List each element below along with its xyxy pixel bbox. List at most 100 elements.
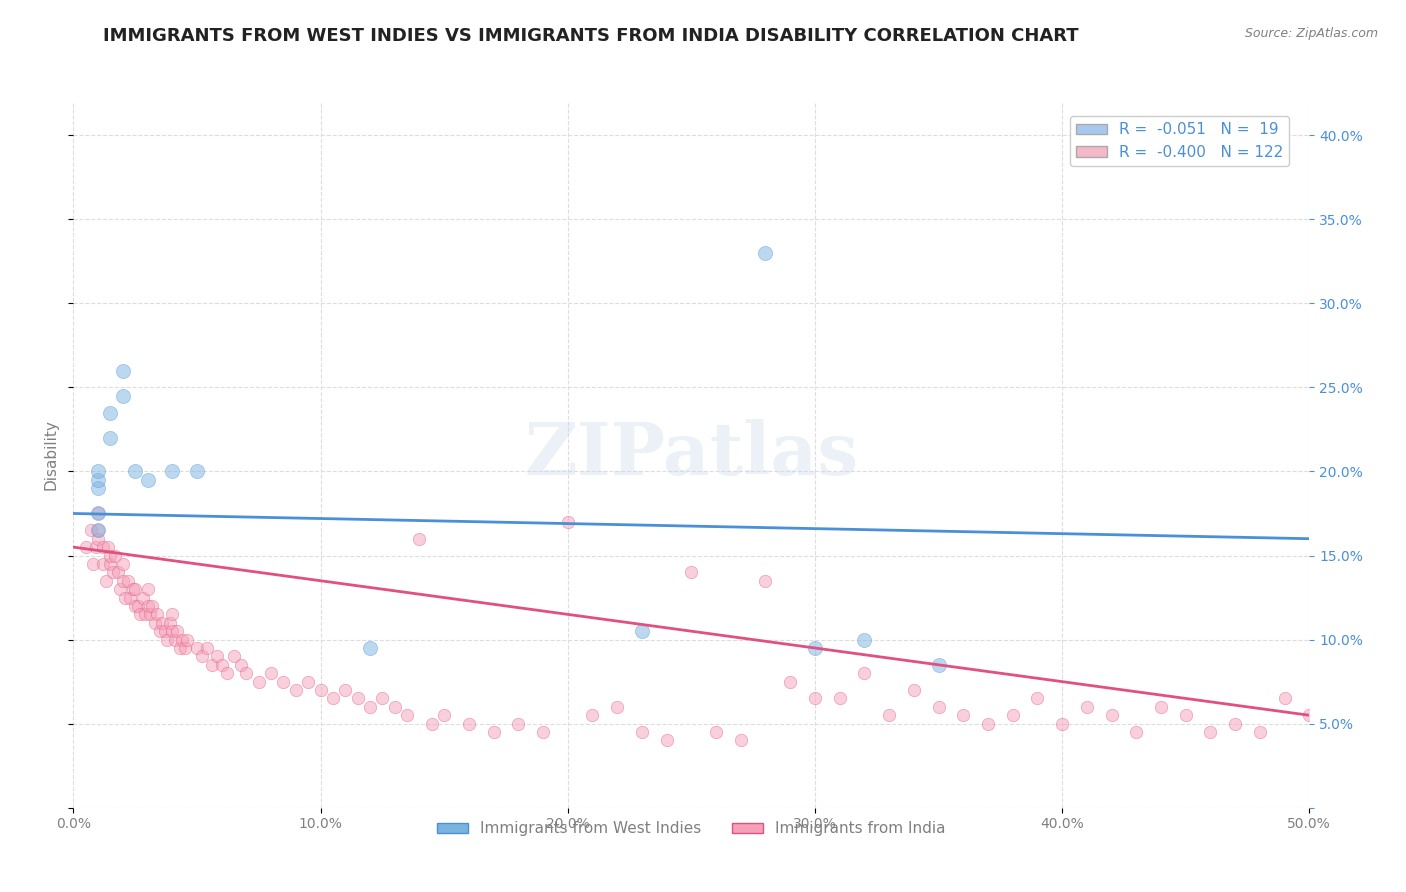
- Point: [104, 549, 127, 563]
- Point: [94, 574, 117, 588]
- Point: [172, 632, 194, 647]
- Point: [557, 515, 579, 529]
- Point: [457, 716, 479, 731]
- Point: [82, 557, 104, 571]
- Point: [903, 683, 925, 698]
- Point: [928, 657, 950, 672]
- Point: [101, 566, 124, 580]
- Point: [131, 591, 153, 605]
- Point: [231, 657, 253, 672]
- Point: [1001, 708, 1024, 723]
- Text: Source: ZipAtlas.com: Source: ZipAtlas.com: [1244, 27, 1378, 40]
- Point: [297, 674, 319, 689]
- Point: [100, 549, 122, 563]
- Point: [205, 649, 228, 664]
- Point: [408, 532, 430, 546]
- Point: [111, 557, 134, 571]
- Point: [110, 582, 132, 596]
- Point: [121, 582, 143, 596]
- Point: [143, 615, 166, 630]
- Point: [1076, 699, 1098, 714]
- Point: [162, 607, 184, 622]
- Point: [91, 557, 114, 571]
- Point: [779, 674, 801, 689]
- Point: [169, 640, 191, 655]
- Point: [260, 666, 283, 681]
- Point: [80, 524, 103, 538]
- Point: [114, 591, 136, 605]
- Point: [247, 674, 270, 689]
- Point: [111, 363, 134, 377]
- Point: [141, 599, 163, 613]
- Point: [1050, 716, 1073, 731]
- Point: [166, 624, 188, 639]
- Point: [1174, 708, 1197, 723]
- Point: [359, 699, 381, 714]
- Point: [384, 699, 406, 714]
- Point: [87, 524, 110, 538]
- Point: [176, 632, 198, 647]
- Point: [581, 708, 603, 723]
- Point: [1223, 716, 1246, 731]
- Point: [97, 540, 120, 554]
- Point: [156, 632, 179, 647]
- Point: [1150, 699, 1173, 714]
- Point: [127, 599, 149, 613]
- Point: [136, 599, 159, 613]
- Point: [754, 245, 776, 260]
- Point: [631, 725, 654, 739]
- Point: [359, 640, 381, 655]
- Point: [100, 557, 122, 571]
- Point: [100, 431, 122, 445]
- Point: [235, 666, 257, 681]
- Point: [136, 582, 159, 596]
- Point: [111, 574, 134, 588]
- Point: [87, 507, 110, 521]
- Point: [136, 473, 159, 487]
- Point: [75, 540, 97, 554]
- Point: [163, 632, 186, 647]
- Point: [124, 599, 146, 613]
- Point: [186, 640, 208, 655]
- Point: [877, 708, 900, 723]
- Point: [87, 473, 110, 487]
- Point: [704, 725, 727, 739]
- Text: ZIPatlas: ZIPatlas: [524, 419, 859, 490]
- Point: [335, 683, 357, 698]
- Point: [100, 406, 122, 420]
- Point: [107, 566, 129, 580]
- Point: [211, 657, 233, 672]
- Point: [754, 574, 776, 588]
- Point: [87, 507, 110, 521]
- Point: [531, 725, 554, 739]
- Point: [420, 716, 443, 731]
- Point: [804, 640, 827, 655]
- Point: [284, 683, 307, 698]
- Y-axis label: Disability: Disability: [44, 419, 58, 490]
- Point: [853, 632, 876, 647]
- Point: [117, 574, 139, 588]
- Point: [87, 524, 110, 538]
- Point: [159, 615, 181, 630]
- Point: [84, 540, 107, 554]
- Point: [928, 699, 950, 714]
- Point: [146, 607, 169, 622]
- Point: [1101, 708, 1123, 723]
- Point: [1347, 691, 1369, 706]
- Legend: Immigrants from West Indies, Immigrants from India: Immigrants from West Indies, Immigrants …: [432, 815, 952, 842]
- Point: [149, 624, 172, 639]
- Point: [129, 607, 152, 622]
- Point: [273, 674, 295, 689]
- Point: [1249, 725, 1271, 739]
- Point: [853, 666, 876, 681]
- Point: [215, 666, 238, 681]
- Point: [222, 649, 245, 664]
- Point: [153, 624, 176, 639]
- Point: [201, 657, 224, 672]
- Point: [162, 465, 184, 479]
- Point: [1398, 708, 1406, 723]
- Point: [346, 691, 368, 706]
- Point: [186, 465, 208, 479]
- Point: [111, 389, 134, 403]
- Point: [433, 708, 456, 723]
